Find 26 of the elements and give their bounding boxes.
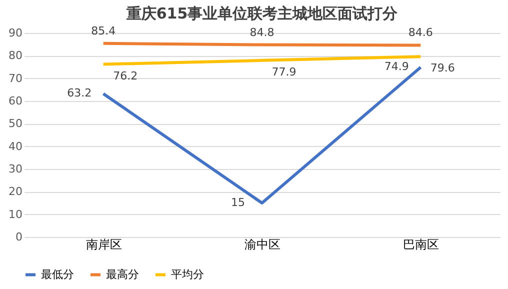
y-tick-label: 10 bbox=[8, 208, 22, 221]
data-label: 85.4 bbox=[91, 24, 116, 38]
y-tick-label: 50 bbox=[8, 117, 22, 130]
y-tick-label: 30 bbox=[8, 162, 22, 176]
y-tick-label: 80 bbox=[8, 49, 22, 62]
data-label: 79.6 bbox=[430, 62, 455, 75]
x-tick-label: 巴南区 bbox=[403, 238, 440, 252]
legend-label: 最高分 bbox=[106, 268, 139, 281]
x-tick-label: 渝中区 bbox=[244, 238, 280, 252]
y-tick-label: 70 bbox=[8, 72, 22, 85]
data-label: 84.8 bbox=[250, 26, 274, 39]
y-tick-label: 90 bbox=[8, 26, 22, 40]
y-tick-label: 0 bbox=[16, 230, 22, 244]
data-label: 76.2 bbox=[113, 69, 138, 82]
x-tick-label: 南岸区 bbox=[86, 238, 122, 252]
legend-label: 平均分 bbox=[171, 268, 204, 281]
y-tick-label: 40 bbox=[8, 140, 22, 153]
chart-title: 重庆615事业单位联考主城地区面试打分 bbox=[125, 4, 399, 22]
data-label: 74.9 bbox=[384, 60, 409, 74]
y-tick-label: 20 bbox=[8, 185, 22, 198]
data-label: 77.9 bbox=[272, 65, 296, 78]
data-label: 15 bbox=[231, 196, 245, 209]
y-tick-label: 60 bbox=[8, 94, 22, 108]
data-label: 84.6 bbox=[408, 26, 433, 40]
data-label: 63.2 bbox=[67, 86, 92, 100]
legend-label: 最低分 bbox=[41, 268, 74, 281]
